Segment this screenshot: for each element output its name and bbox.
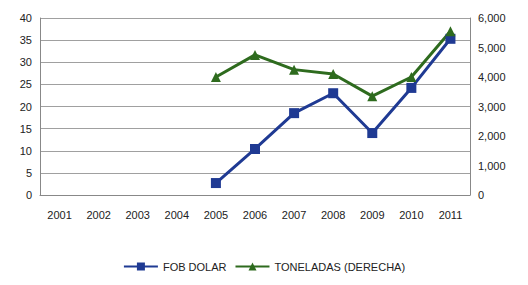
svg-text:20: 20 [20,101,32,113]
svg-text:5: 5 [26,167,32,179]
svg-text:2004: 2004 [165,209,189,221]
svg-text:FOB DOLAR: FOB DOLAR [163,261,227,273]
svg-text:4,000: 4,000 [478,71,506,83]
svg-text:2,000: 2,000 [478,130,506,142]
svg-text:2002: 2002 [86,209,110,221]
svg-text:TONELADAS (DERECHA): TONELADAS (DERECHA) [274,261,405,273]
svg-text:3,000: 3,000 [478,101,506,113]
svg-text:2006: 2006 [243,209,267,221]
svg-text:30: 30 [20,56,32,68]
svg-text:0: 0 [478,189,484,201]
svg-text:2001: 2001 [47,209,71,221]
svg-text:2010: 2010 [399,209,423,221]
svg-text:15: 15 [20,123,32,135]
svg-text:0: 0 [26,189,32,201]
svg-text:35: 35 [20,34,32,46]
svg-text:25: 25 [20,78,32,90]
svg-text:5,000: 5,000 [478,42,506,54]
svg-text:40: 40 [20,12,32,24]
svg-text:2011: 2011 [439,209,463,221]
svg-text:2005: 2005 [204,209,228,221]
svg-text:10: 10 [20,145,32,157]
svg-text:2008: 2008 [321,209,345,221]
svg-text:1,000: 1,000 [478,160,506,172]
svg-text:2009: 2009 [360,209,384,221]
svg-text:2007: 2007 [282,209,306,221]
svg-text:6,000: 6,000 [478,12,506,24]
svg-text:2003: 2003 [125,209,149,221]
